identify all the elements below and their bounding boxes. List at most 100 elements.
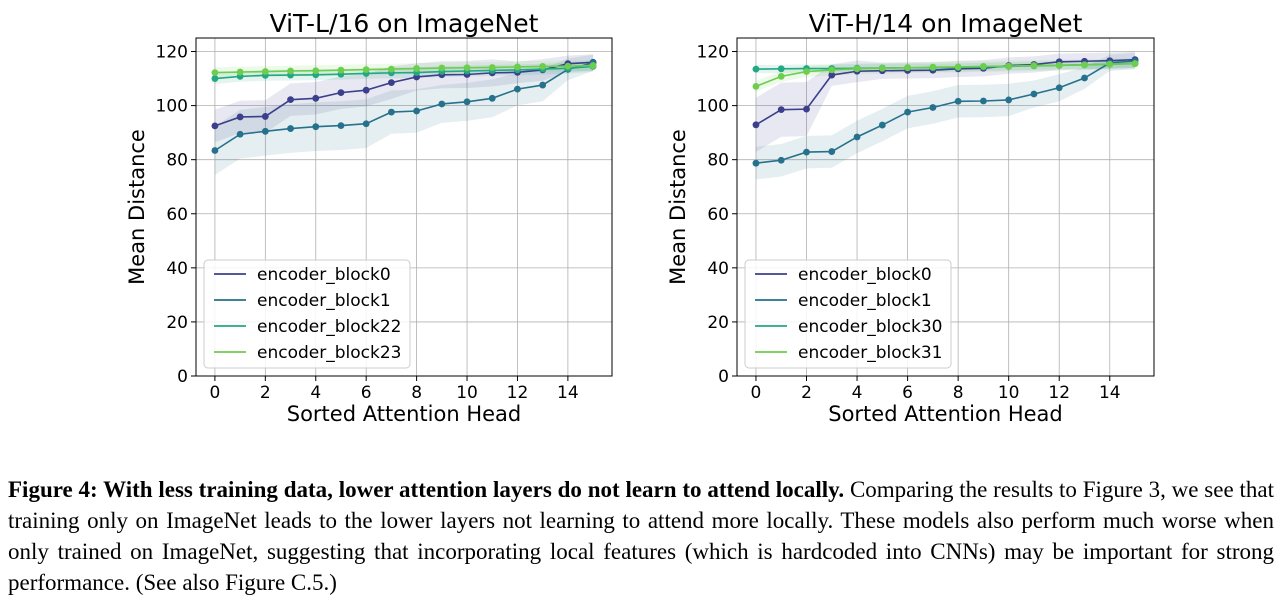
- data-point: [362, 66, 370, 74]
- y-tick-label: 20: [166, 313, 188, 333]
- data-point: [413, 65, 421, 72]
- band-encoder_block0: [214, 54, 594, 143]
- data-point: [1005, 62, 1013, 70]
- data-point: [387, 65, 395, 73]
- data-point: [803, 148, 810, 156]
- series-encoder_block1: [752, 57, 1139, 167]
- legend: encoder_block0 encoder_block1 encoder_bloc…: [203, 259, 411, 369]
- data-point: [261, 127, 269, 135]
- data-point: [777, 72, 785, 80]
- data-point: [312, 123, 320, 131]
- data-point: [463, 64, 471, 72]
- x-tick-label: 2: [260, 383, 271, 403]
- legend-label: encoder_block30: [798, 317, 942, 337]
- legend: encoder_block0 encoder_block1 encoder_bloc…: [744, 259, 952, 369]
- data-point: [514, 63, 521, 71]
- data-point: [853, 65, 861, 73]
- data-point: [1131, 60, 1139, 68]
- data-point: [514, 85, 521, 93]
- legend-label: encoder_block1: [257, 291, 391, 311]
- data-point: [777, 106, 785, 114]
- data-point: [387, 108, 395, 116]
- chart-title: ViT-H/14 on ImageNet: [809, 9, 1083, 38]
- series-line: [755, 62, 1136, 88]
- data-point: [1055, 84, 1063, 92]
- legend-label: encoder_block0: [257, 265, 391, 285]
- data-point: [362, 120, 370, 128]
- y-tick-label: 0: [718, 367, 729, 387]
- series-line: [755, 58, 1136, 126]
- band-encoder_block1: [755, 52, 1136, 180]
- data-point: [828, 148, 836, 155]
- chart-vit-h14: 0 2 4 6 8 10 12 14 0 20 40 60 80 100 120 ViT-H/14 on Im…: [666, 9, 1155, 426]
- data-point: [954, 97, 962, 105]
- tick-labels: 0 2 4 6 8 10 12 14 0 20 40 60 80 100 120: [697, 43, 1121, 403]
- y-tick-label: 40: [707, 259, 729, 279]
- legend-label: encoder_block23: [257, 343, 401, 363]
- data-point: [337, 122, 345, 130]
- chart-title: ViT-L/16 on ImageNet: [270, 9, 539, 38]
- data-point: [236, 113, 244, 121]
- data-point: [362, 86, 370, 94]
- y-tick-label: 20: [707, 313, 729, 333]
- data-point: [539, 81, 547, 89]
- x-tick-label: 0: [751, 383, 762, 403]
- x-tick-label: 14: [557, 383, 579, 403]
- data-point: [853, 133, 861, 141]
- legend-item: encoder_block22: [214, 317, 401, 337]
- data-point: [803, 68, 810, 75]
- y-axis-label: Mean Distance: [125, 129, 149, 285]
- data-point: [828, 71, 836, 79]
- data-point: [261, 113, 269, 120]
- data-point: [1081, 61, 1088, 69]
- x-tick-label: 6: [902, 383, 913, 403]
- data-point: [539, 62, 547, 70]
- legend-label: encoder_block1: [798, 291, 932, 311]
- y-tick-label: 60: [707, 205, 729, 225]
- legend-item: encoder_block31: [755, 343, 942, 363]
- data-point: [287, 96, 294, 104]
- legend-label: encoder_block31: [798, 343, 942, 363]
- y-tick-label: 40: [166, 259, 188, 279]
- data-point: [312, 67, 320, 75]
- data-point: [752, 65, 760, 73]
- data-point: [211, 75, 219, 82]
- y-tick-label: 100: [697, 97, 729, 117]
- data-point: [564, 62, 572, 70]
- data-point: [589, 62, 597, 69]
- band-encoder_block0: [755, 51, 1136, 152]
- legend-box: [203, 259, 411, 369]
- data-point: [211, 69, 219, 77]
- x-tick-label: 4: [852, 383, 863, 403]
- legend-item: encoder_block0: [214, 265, 391, 285]
- data-point: [236, 130, 244, 138]
- legend-box: [744, 259, 952, 369]
- series-encoder_block23: [211, 62, 597, 77]
- data-point: [438, 100, 446, 108]
- x-tick-label: 10: [456, 383, 478, 403]
- data-point: [438, 64, 446, 72]
- data-point: [929, 63, 937, 71]
- data-point: [980, 97, 987, 105]
- series-encoder_block1: [211, 59, 597, 154]
- axes-frame: [195, 37, 613, 377]
- x-tick-label: 12: [507, 383, 529, 403]
- data-point: [261, 68, 269, 75]
- legend-label: encoder_block0: [798, 265, 932, 285]
- x-axis-label: Sorted Attention Head: [287, 402, 521, 426]
- legend-item: encoder_block1: [755, 291, 932, 311]
- series-line: [214, 62, 594, 152]
- axes-frame: [736, 37, 1155, 377]
- x-tick-label: 2: [801, 383, 812, 403]
- data-point: [777, 156, 785, 164]
- data-point: [287, 67, 294, 75]
- y-tick-label: 120: [156, 43, 188, 63]
- series-line: [214, 61, 594, 127]
- figure-caption: Figure 4: With less training data, lower…: [8, 474, 1274, 598]
- data-point: [1055, 61, 1063, 69]
- series-line: [214, 64, 594, 74]
- caption-text: Comparing the results to Figure 3, we se…: [8, 477, 1274, 595]
- data-point: [1081, 74, 1088, 82]
- y-tick-label: 80: [166, 151, 188, 171]
